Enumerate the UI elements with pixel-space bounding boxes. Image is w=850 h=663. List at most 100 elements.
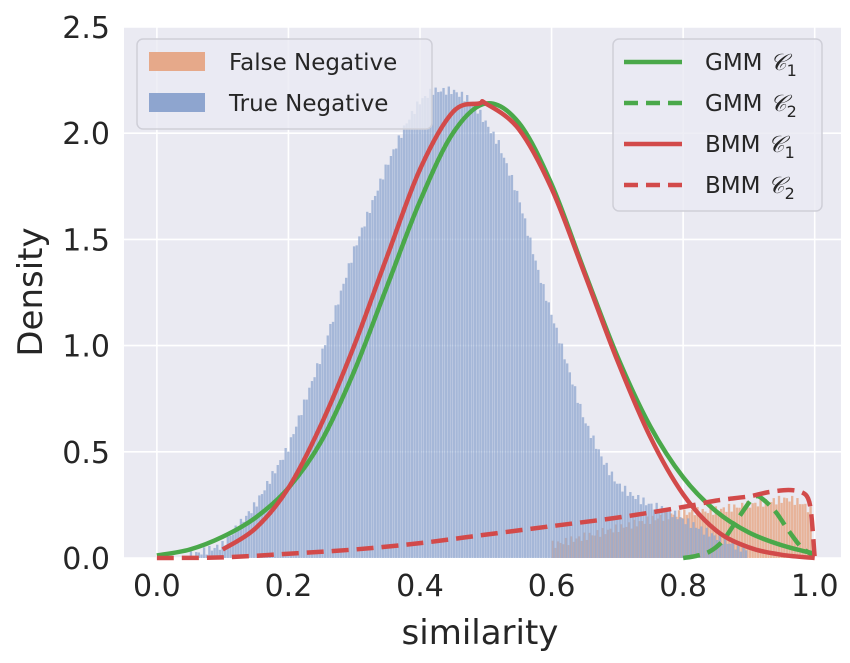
false-negative-bar-9 (575, 538, 578, 558)
legend-label-false-negative: False Negative (229, 50, 397, 76)
true-negative-bar-40 (295, 426, 298, 558)
true-negative-bar-12 (221, 541, 224, 558)
true-negative-bar-154 (594, 448, 598, 558)
true-negative-bar-120 (505, 163, 508, 558)
true-negative-bar-202 (721, 543, 724, 558)
true-negative-bar-163 (618, 483, 621, 558)
false-negative-bar-54 (693, 515, 696, 558)
false-negative-bar-45 (669, 513, 673, 558)
false-negative-bar-77 (754, 502, 757, 558)
false-negative-bar-76 (751, 503, 754, 558)
true-negative-bar-52 (326, 335, 329, 558)
true-negative-bar-90 (426, 97, 429, 558)
true-negative-bar-124 (516, 190, 519, 558)
y-tick-label-5: 2.5 (62, 11, 110, 46)
true-negative-bar-198 (710, 533, 714, 558)
true-negative-bar-191 (692, 522, 695, 558)
false-negative-bar-85 (775, 504, 778, 558)
true-negative-bar-203 (723, 537, 727, 558)
false-negative-bar-43 (664, 512, 668, 558)
false-negative-bar-81 (764, 499, 768, 558)
true-negative-bar-195 (702, 534, 706, 558)
true-negative-bar-43 (302, 399, 306, 558)
true-negative-bar-102 (458, 96, 461, 558)
false-negative-bar-73 (743, 509, 746, 558)
true-negative-bar-57 (339, 290, 343, 558)
true-negative-bar-170 (637, 494, 640, 558)
true-negative-bar-207 (734, 549, 737, 558)
true-negative-bar-134 (542, 284, 545, 558)
true-negative-bar-28 (263, 490, 266, 558)
true-negative-bar-156 (600, 456, 603, 558)
true-negative-bar-78 (395, 148, 398, 559)
true-negative-bar-138 (552, 323, 556, 558)
true-negative-bar-82 (405, 123, 408, 558)
false-negative-bar-58 (704, 511, 707, 558)
true-negative-bar-27 (260, 494, 264, 558)
false-negative-bar-84 (772, 498, 775, 558)
false-negative-bar-53 (691, 509, 694, 558)
false-negative-bar-19 (601, 527, 604, 558)
false-negative-bar-22 (609, 528, 612, 558)
false-negative-bar-34 (641, 521, 644, 558)
false-negative-bar-36 (646, 516, 649, 558)
true-negative-bar-104 (463, 101, 466, 558)
true-negative-bar-88 (421, 98, 424, 559)
legend-label-bmm-c1: BMM 𝒞1 (705, 132, 795, 162)
true-negative-bar-67 (366, 211, 369, 559)
true-negative-bar-66 (363, 226, 366, 559)
true-negative-bar-106 (468, 101, 472, 559)
false-negative-bar-70 (735, 507, 739, 558)
false-negative-bar-49 (680, 517, 683, 558)
true-negative-bar-127 (523, 218, 527, 558)
false-negative-bar-3 (559, 542, 562, 558)
true-negative-bar-130 (531, 254, 535, 558)
true-negative-bar-117 (497, 140, 500, 559)
false-negative-bar-89 (785, 498, 789, 558)
true-negative-bar-116 (494, 143, 498, 558)
true-negative-bar-209 (739, 551, 743, 558)
false-negative-bar-55 (696, 507, 699, 558)
x-tick-label-5: 1.0 (791, 569, 839, 604)
legend-left-frame (136, 38, 433, 130)
true-negative-bar-187 (681, 518, 685, 558)
true-negative-bar-94 (437, 92, 440, 559)
true-negative-bar-89 (423, 96, 427, 559)
false-negative-bar-1 (554, 547, 557, 558)
true-negative-bar-131 (534, 260, 537, 558)
true-negative-bar-142 (563, 359, 566, 558)
true-negative-bar-108 (473, 103, 477, 558)
true-negative-bar-144 (568, 372, 572, 558)
true-negative-bar-62 (352, 246, 356, 558)
false-negative-bar-20 (604, 534, 607, 558)
false-negative-bar-4 (562, 544, 565, 558)
false-negative-bar-90 (788, 501, 791, 558)
false-negative-bar-57 (701, 508, 704, 558)
true-negative-bar-168 (631, 495, 635, 558)
true-negative-bar-143 (566, 363, 569, 558)
x-tick-label-1: 0.2 (265, 569, 313, 604)
false-negative-bar-78 (756, 506, 760, 558)
true-negative-bar-157 (602, 464, 606, 558)
true-negative-bar-194 (700, 526, 703, 558)
true-negative-bar-73 (381, 179, 385, 558)
false-negative-bar-33 (638, 521, 641, 558)
y-tick-label-0: 0.0 (62, 542, 110, 577)
true-negative-bar-92 (431, 94, 435, 558)
true-negative-bar-65 (360, 227, 364, 559)
true-negative-bar-105 (466, 95, 469, 559)
false-negative-bar-47 (675, 516, 678, 558)
x-axis-ticks: 0.0 0.2 0.4 0.6 0.8 1.0 (133, 569, 839, 604)
true-negative-bar-42 (300, 415, 303, 558)
false-negative-bar-32 (635, 526, 639, 558)
legend-label-bmm-c2: BMM 𝒞2 (705, 173, 795, 203)
false-negative-bar-94 (798, 504, 802, 558)
true-negative-bar-58 (342, 283, 345, 558)
true-negative-bar-31 (271, 471, 274, 558)
true-negative-bar-96 (442, 87, 445, 559)
true-negative-bar-176 (652, 509, 656, 558)
false-negative-bar-7 (569, 536, 573, 558)
true-negative-bar-72 (379, 178, 382, 558)
true-negative-bar-61 (350, 262, 353, 558)
true-negative-bar-193 (697, 528, 700, 558)
